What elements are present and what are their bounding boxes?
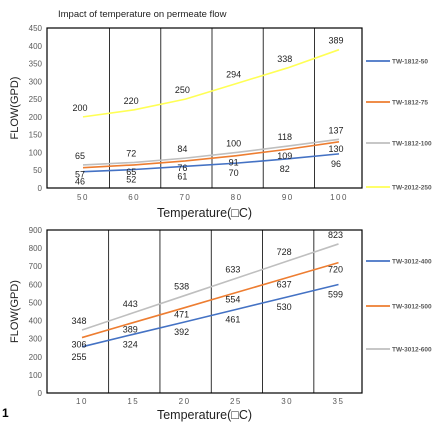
chart-1-x-tick-label: 50 (77, 193, 89, 202)
chart-1-series-line-TW-1812-100 (82, 138, 340, 166)
chart-2-x-tick-label: 35 (333, 397, 345, 406)
chart-2-y-tick-label: 900 (29, 226, 43, 235)
chart-1-data-label: 220 (124, 96, 139, 106)
chart-1-y-tick-label: 150 (29, 131, 43, 140)
chart-2-series-line-TW-3012-500 (81, 261, 339, 339)
chart-1-x-axis-label: Temperature(□C) (157, 206, 252, 220)
chart-1-data-label: 70 (229, 168, 239, 178)
chart-2-data-label: 599 (328, 290, 343, 300)
chart-1-data-label: 389 (328, 36, 343, 46)
chart-2-legend-label: TW-3012-600 (392, 347, 432, 354)
chart-1-data-label: 61 (177, 171, 187, 181)
chart-1-y-tick-label: 200 (29, 113, 43, 122)
chart-1-x-tick-label: 90 (282, 193, 294, 202)
chart-1-data-label: 65 (75, 151, 85, 161)
chart-2-data-label: 348 (71, 316, 86, 326)
chart-2-x-tick-label: 25 (230, 397, 242, 406)
chart-2-y-tick-label: 700 (29, 262, 43, 271)
chart-2-data-label: 461 (225, 315, 240, 325)
chart-2-y-tick-label: 200 (29, 353, 43, 362)
chart-1-data-label: 46 (75, 177, 85, 187)
chart-2-y-tick-label: 100 (29, 371, 43, 380)
chart-2-data-label: 728 (277, 247, 292, 257)
chart-2-x-tick-label: 20 (179, 397, 191, 406)
chart-2-plot-frame (46, 229, 363, 394)
chart-1-legend-label: TW-1812-100 (392, 141, 432, 148)
chart-1-data-label: 200 (72, 103, 87, 113)
chart-1-data-label: 91 (229, 158, 239, 168)
chart-1-data-label: 72 (126, 148, 136, 158)
chart-2-data-label: 633 (225, 264, 240, 274)
chart-2-data-label: 389 (123, 325, 138, 335)
chart-1-legend-label: TW-2012-250 (392, 185, 432, 192)
chart-1-y-tick-label: 250 (29, 95, 43, 104)
chart-1-data-label: 338 (277, 54, 292, 64)
chart-1-data-label: 250 (175, 85, 190, 95)
chart-2-data-label: 306 (71, 340, 86, 350)
chart-1-y-tick-label: 450 (29, 24, 43, 33)
chart-2-data-label: 443 (123, 299, 138, 309)
chart-1-data-label: 65 (126, 167, 136, 177)
chart-1-data-label: 82 (280, 164, 290, 174)
chart-1-series-line-TW-1812-50 (82, 153, 340, 173)
figure-number: 1 (2, 406, 9, 420)
chart-1-data-label: 100 (226, 138, 241, 148)
chart-1-y-tick-label: 0 (38, 184, 43, 193)
chart-1-data-label: 52 (126, 175, 136, 185)
chart-1-legend-label: TW-1812-75 (392, 100, 428, 107)
chart-1-y-axis-label: FLOW(GPD) (9, 77, 21, 140)
chart-2-x-axis-label: Temperature(□C) (157, 408, 252, 422)
chart-2-legend-label: TW-3012-400 (392, 259, 432, 266)
chart-1-x-tick-label: 70 (179, 193, 191, 202)
chart-1-y-tick-label: 400 (29, 42, 43, 51)
chart-1-data-label: 137 (328, 125, 343, 135)
chart-1-data-label: 57 (75, 170, 85, 180)
chart-1-data-label: 109 (277, 151, 292, 161)
chart-1-data-label: 130 (328, 144, 343, 154)
chart-2-legend-label: TW-3012-500 (392, 304, 432, 311)
chart-1-data-label: 76 (177, 163, 187, 173)
chart-1-series-line-TW-1812-75 (82, 140, 340, 169)
chart-2-x-tick-label: 10 (76, 397, 88, 406)
chart-1-y-tick-label: 300 (29, 77, 43, 86)
chart-2-y-tick-label: 600 (29, 280, 43, 289)
chart-1-data-label: 84 (177, 144, 187, 154)
chart-2-y-axis-label: FLOW(GPD) (9, 280, 21, 343)
chart-2-y-tick-label: 400 (29, 317, 43, 326)
chart-1-title: Impact of temperature on permeate flow (58, 9, 227, 20)
chart-2-data-label: 471 (174, 310, 189, 320)
chart-1-data-label: 294 (226, 69, 241, 79)
chart-1-series-line-TW-2012-250 (82, 48, 340, 118)
chart-1-legend-label: TW-1812-50 (392, 59, 428, 66)
chart-1: 0 50 100 150 200 250 300 350 400 450 50 60 70 80 90 100… (9, 24, 432, 220)
chart-2-data-label: 392 (174, 327, 189, 337)
chart-2-data-label: 823 (328, 230, 343, 240)
chart-1-x-tick-label: 100 (330, 193, 348, 202)
chart-2-data-label: 538 (174, 282, 189, 292)
chart-2: 0 100 200 300 400 500 600 700 800 900 10 15 20 25 30 35… (9, 226, 432, 422)
chart-2-y-tick-label: 800 (29, 244, 43, 253)
chart-2-data-label: 255 (71, 352, 86, 362)
chart-1-data-label: 118 (278, 132, 292, 142)
chart-1-x-tick-label: 80 (231, 193, 243, 202)
chart-2-data-label: 720 (328, 265, 343, 275)
chart-2-y-tick-label: 300 (29, 335, 43, 344)
chart-1-y-tick-label: 50 (33, 166, 42, 175)
chart-1-x-tick-label: 60 (128, 193, 140, 202)
chart-2-series-line-TW-3012-600 (81, 243, 339, 331)
chart-1-y-tick-label: 350 (29, 60, 43, 69)
chart-2-data-label: 530 (277, 302, 292, 312)
chart-2-x-tick-label: 15 (127, 397, 139, 406)
chart-1-y-tick-label: 100 (29, 148, 43, 157)
chart-1-data-label: 96 (331, 159, 341, 169)
chart-2-data-label: 637 (277, 280, 292, 290)
chart-2-series-line-TW-3012-400 (81, 283, 339, 348)
chart-2-x-tick-label: 30 (281, 397, 293, 406)
chart-2-y-tick-label: 0 (38, 389, 43, 398)
chart-2-data-label: 324 (123, 339, 138, 349)
chart-2-y-tick-label: 500 (29, 298, 43, 307)
chart-1-plot-frame (46, 27, 363, 189)
chart-2-data-label: 554 (225, 295, 240, 305)
